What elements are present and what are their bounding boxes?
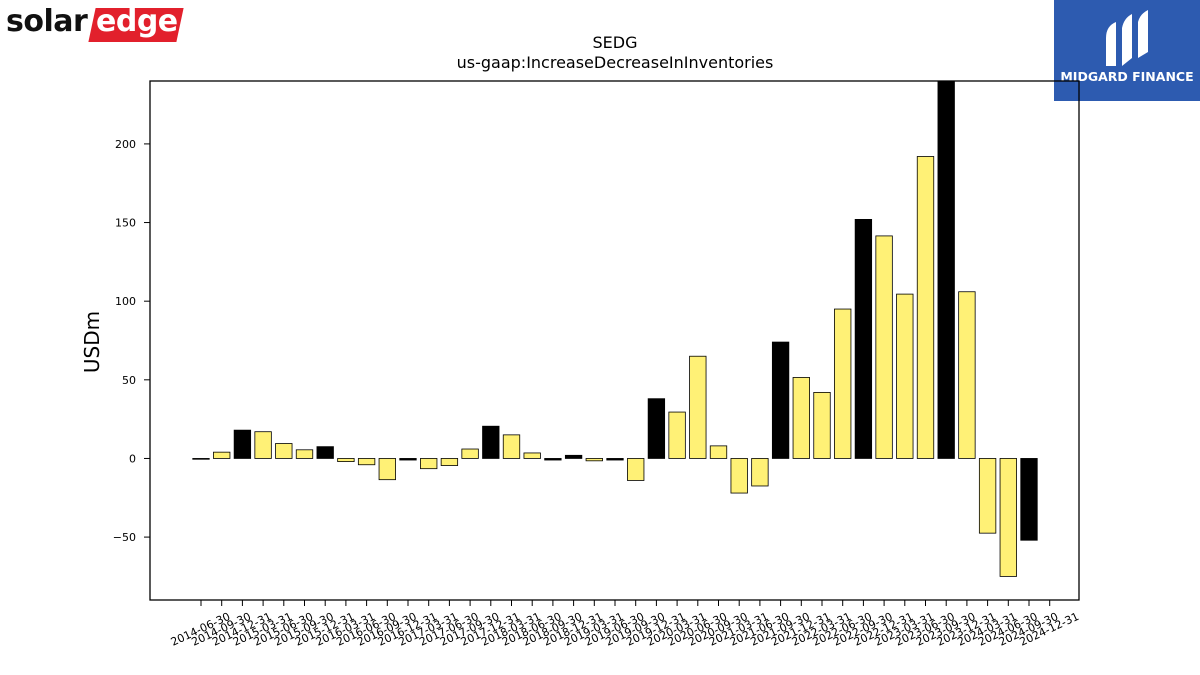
- bar-2020-03-31: [668, 411, 686, 459]
- y-tick-label: 100: [115, 295, 136, 308]
- bar-2017-09-30: [461, 448, 479, 459]
- chart-title: SEDG: [593, 33, 638, 52]
- bar-2018-09-30: [544, 458, 562, 461]
- bar-2022-09-30: [854, 218, 873, 459]
- bar-2019-03-31: [585, 458, 603, 462]
- bar-2015-09-30: [295, 449, 314, 459]
- x-ticks-group: 2014-06-302014-09-302014-12-312015-03-31…: [169, 600, 1081, 649]
- bar-2015-12-31: [316, 446, 334, 459]
- bar-2023-12-31: [958, 291, 976, 459]
- y-ticks-group: −50 0 50 100 150 200: [113, 138, 150, 544]
- bar-2014-12-31: [233, 429, 252, 459]
- bar-2021-06-30: [751, 458, 769, 487]
- bar-2021-03-31: [730, 458, 748, 494]
- bar-2018-03-31: [502, 434, 521, 459]
- bar-2021-09-30: [771, 341, 790, 459]
- bar-2018-06-30: [523, 452, 541, 459]
- bar-2020-06-30: [689, 355, 707, 459]
- chart-subtitle: us-gaap:IncreaseDecreaseInInventories: [457, 53, 774, 72]
- y-tick-label: −50: [113, 531, 136, 544]
- y-tick-label: 50: [122, 374, 136, 387]
- bar-2022-12-31: [875, 235, 893, 459]
- bar-2014-06-30: [192, 458, 210, 460]
- bar-2022-03-31: [813, 391, 831, 459]
- y-axis-label: USDm: [80, 311, 104, 373]
- bar-2023-03-31: [896, 293, 914, 459]
- y-tick-label: 200: [115, 138, 136, 151]
- y-tick-label: 0: [129, 452, 136, 465]
- bar-2018-12-31: [564, 454, 583, 459]
- bar-2019-09-30: [627, 458, 645, 481]
- bar-2023-06-30: [916, 156, 935, 459]
- midgard-logo-text: MIDGARD FINANCE: [1060, 69, 1194, 84]
- logo-solar-text: solar: [6, 4, 88, 39]
- bar-2019-12-31: [647, 398, 666, 459]
- plot-frame: [149, 80, 1080, 601]
- bar-2016-12-31: [399, 458, 417, 461]
- logo-edge-text: edge: [96, 4, 178, 39]
- bar-2016-06-30: [357, 458, 376, 466]
- bar-2024-03-31: [978, 458, 997, 534]
- bar-2016-09-30: [378, 458, 396, 481]
- bars-group: [192, 80, 1038, 577]
- bar-2020-09-30: [709, 445, 728, 459]
- bar-2017-03-31: [420, 458, 438, 470]
- y-tick-label: 150: [115, 217, 136, 230]
- bar-2024-09-30: [1020, 458, 1038, 541]
- bar-2015-06-30: [275, 443, 293, 459]
- bar-2015-03-31: [254, 431, 272, 459]
- bar-2016-03-31: [337, 458, 355, 463]
- bar-2022-06-30: [834, 308, 852, 459]
- midgard-finance-logo: MIDGARD FINANCE: [1054, 0, 1200, 101]
- midgard-emblem-icon: [1106, 10, 1148, 66]
- bar-2017-06-30: [440, 458, 459, 466]
- solaredge-logo: solar edge: [4, 2, 184, 46]
- bar-2023-09-30: [937, 80, 955, 459]
- bar-2024-06-30: [999, 458, 1017, 577]
- bar-2019-06-30: [606, 458, 624, 461]
- bar-2017-12-31: [482, 425, 500, 459]
- bar-2021-12-31: [792, 377, 810, 459]
- bar-2014-09-30: [213, 451, 231, 459]
